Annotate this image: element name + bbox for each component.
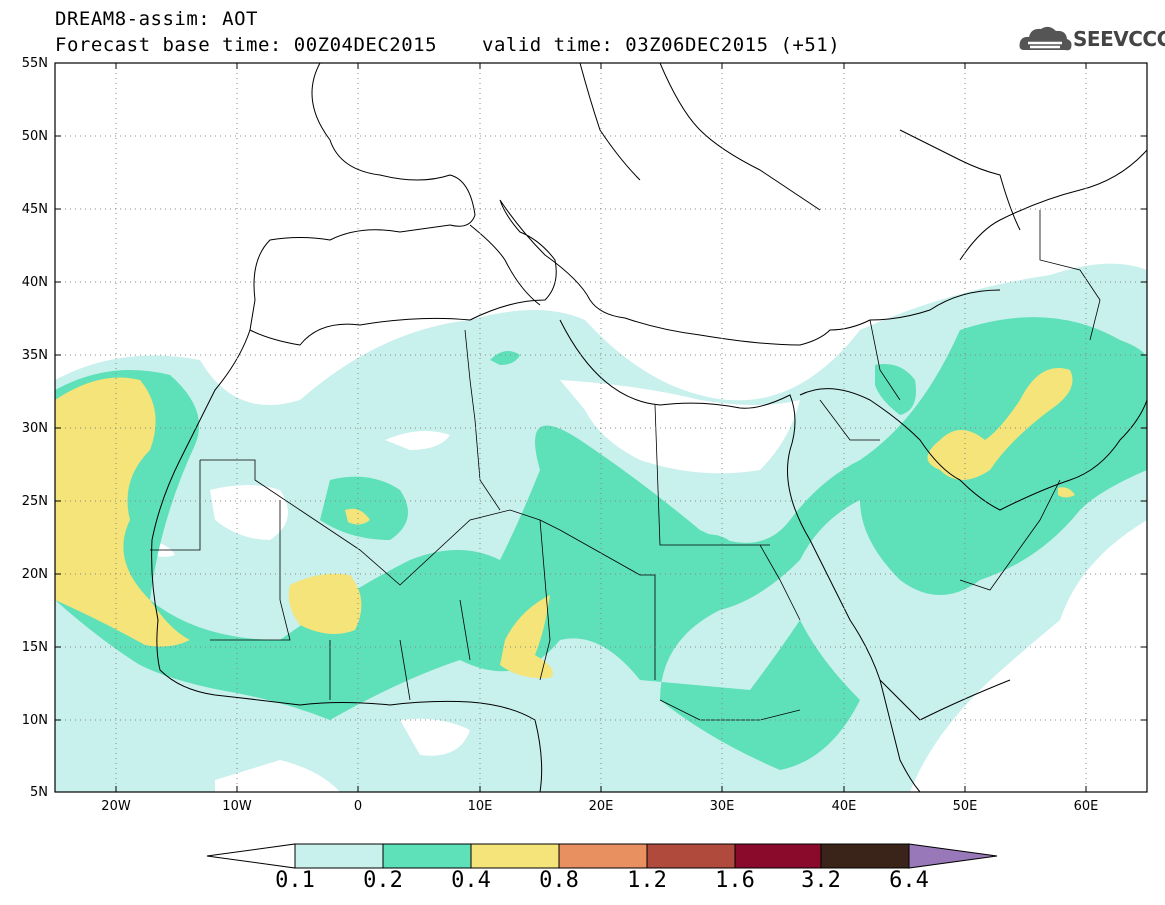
forecast-base-time: Forecast base time: 00Z04DEC2015 (55, 34, 438, 56)
graticule (55, 63, 1147, 792)
colorbar-arrow-low (206, 843, 296, 869)
lat-label: 10N (22, 713, 48, 728)
lon-label: 10E (468, 799, 493, 814)
lat-label: 55N (22, 56, 48, 71)
lat-label: 40N (22, 275, 48, 290)
colorbar-swatch (382, 843, 472, 869)
lat-label: 50N (22, 129, 48, 144)
coastlines (151, 63, 1147, 792)
logo-text: SEEVCCC (1073, 27, 1165, 51)
lat-label: 35N (22, 348, 48, 363)
colorbar-label: 6.4 (889, 868, 929, 893)
valid-time: valid time: 03Z06DEC2015 (+51) (482, 34, 841, 56)
colorbar-arrow-high (908, 843, 998, 869)
lat-label: 25N (22, 494, 48, 509)
colorbar-label: 1.2 (627, 868, 667, 893)
aot-band-0.4-0.8 (55, 368, 1075, 679)
colorbar-label: 1.6 (715, 868, 755, 893)
colorbar-swatch (558, 843, 648, 869)
borders (150, 210, 1101, 721)
colorbar-swatch (820, 843, 910, 869)
latitude-axis: 55N 50N 45N 40N 35N 30N 25N 20N 15N 10N … (22, 56, 1147, 800)
lon-label: 20E (589, 799, 614, 814)
colorbar-label: 0.8 (539, 868, 579, 893)
colorbar-label: 3.2 (801, 868, 841, 893)
longitude-axis: 20W 10W 0 10E 20E 30E 40E 50E 60E (101, 63, 1098, 814)
colorbar-swatch (470, 843, 560, 869)
colorbar (206, 843, 998, 869)
lon-label: 10W (222, 799, 252, 814)
cloud-icon (1019, 26, 1072, 51)
lon-label: 20W (101, 799, 131, 814)
colorbar-swatch (734, 843, 822, 869)
lat-label: 5N (30, 785, 48, 800)
lat-label: 15N (22, 640, 48, 655)
chart-title: DREAM8-assim: AOT (55, 8, 258, 30)
seevccc-logo: SEEVCCC (1018, 22, 1165, 56)
lon-label: 60E (1074, 799, 1099, 814)
lon-label: 50E (953, 799, 978, 814)
colorbar-swatch (646, 843, 736, 869)
lon-label: 30E (710, 799, 735, 814)
colorbar-label: 0.1 (275, 868, 315, 893)
colorbar-swatch (294, 843, 384, 869)
lon-label: 40E (832, 799, 857, 814)
colorbar-label: 0.2 (363, 868, 403, 893)
lat-label: 45N (22, 202, 48, 217)
lat-label: 30N (22, 421, 48, 436)
lat-label: 20N (22, 567, 48, 582)
lon-label: 0 (354, 799, 362, 814)
colorbar-label: 0.4 (451, 868, 491, 893)
